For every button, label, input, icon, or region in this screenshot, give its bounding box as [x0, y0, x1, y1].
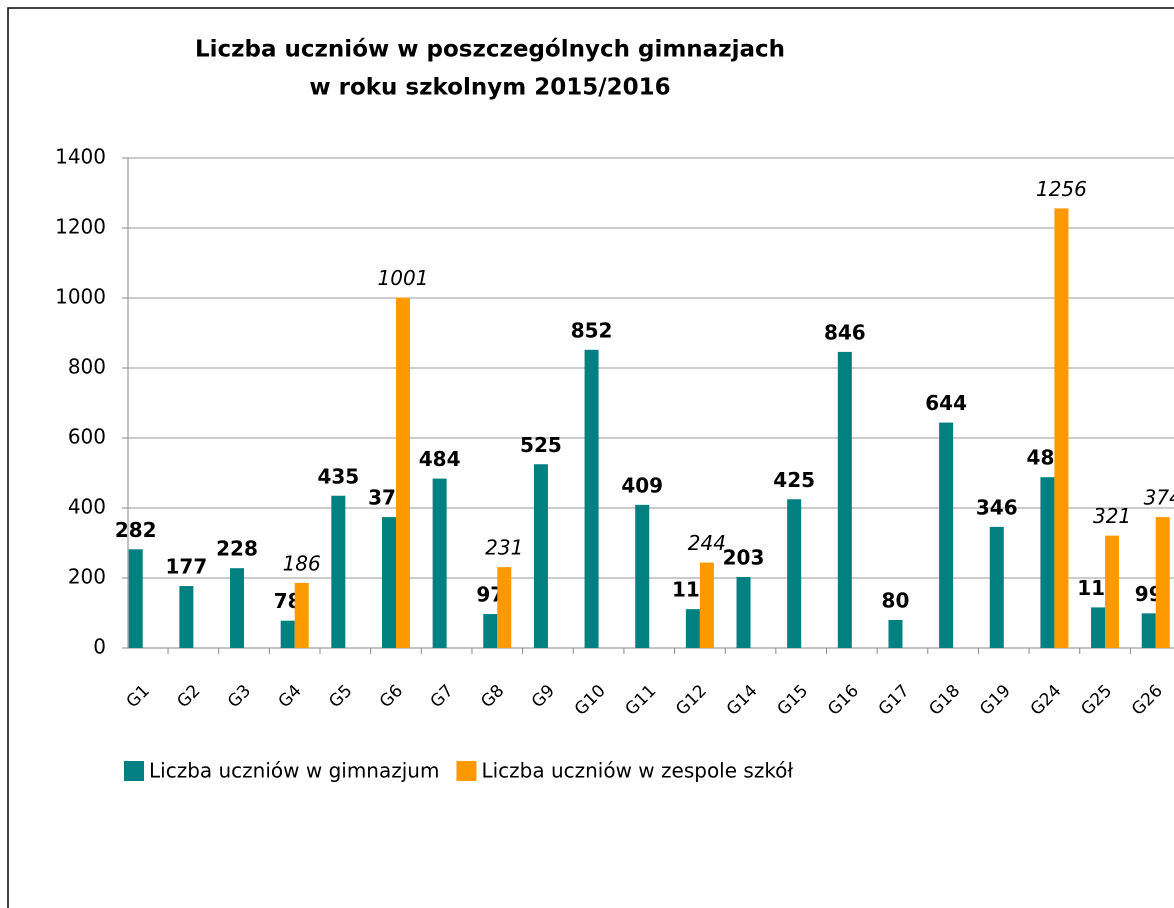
data-label: 525 [520, 433, 562, 457]
data-label: 231 [485, 536, 523, 560]
y-tick-label: 1400 [55, 145, 106, 169]
data-label: 80 [882, 589, 910, 613]
bar [280, 620, 295, 648]
bar [699, 562, 714, 648]
bar [787, 499, 802, 648]
bar [395, 297, 410, 648]
bar [432, 478, 447, 648]
bar [294, 582, 309, 648]
bar [1040, 477, 1055, 648]
bar [331, 495, 346, 648]
legend-label: Liczba uczniów w gimnazjum [149, 759, 439, 783]
data-label: 346 [976, 495, 1018, 519]
chart-title: w roku szkolnym 2015/2016 [309, 75, 670, 101]
data-label: 177 [166, 555, 208, 579]
data-label: 374 [1144, 486, 1174, 510]
bar [128, 549, 143, 648]
data-label: 244 [688, 531, 726, 555]
bar [230, 568, 245, 648]
bar [736, 576, 751, 648]
data-label: 484 [419, 447, 461, 471]
bar [1091, 607, 1106, 648]
y-tick-label: 0 [93, 635, 106, 659]
data-label: 186 [283, 551, 321, 575]
data-label: 203 [723, 545, 765, 569]
bar [1105, 535, 1120, 648]
data-label: 846 [824, 320, 866, 344]
bar [584, 349, 599, 648]
bar [1054, 208, 1069, 648]
bar [483, 614, 498, 648]
data-label: 1256 [1036, 177, 1087, 201]
bar [888, 620, 903, 648]
chart-title: Liczba uczniów w poszczególnych gimnazja… [195, 37, 785, 63]
data-label: 228 [216, 537, 258, 561]
data-label: 644 [925, 391, 967, 415]
data-label: 435 [317, 464, 359, 488]
data-label: 321 [1093, 504, 1131, 528]
y-tick-label: 400 [68, 495, 106, 519]
data-label: 425 [773, 468, 815, 492]
data-label: 282 [115, 518, 157, 542]
bar [1155, 517, 1170, 648]
y-tick-label: 200 [68, 565, 106, 589]
bar [989, 526, 1004, 648]
bar [533, 464, 548, 648]
bar [685, 609, 700, 648]
bar [179, 586, 194, 648]
data-label: 852 [571, 318, 613, 342]
bar [1141, 613, 1156, 648]
bar [497, 567, 512, 648]
bar [381, 517, 396, 648]
legend-swatch [124, 761, 144, 781]
data-label: 409 [621, 473, 663, 497]
legend-label: Liczba uczniów w zespole szkół [481, 759, 793, 783]
bar [635, 504, 650, 648]
y-tick-label: 600 [68, 425, 106, 449]
y-tick-label: 800 [68, 355, 106, 379]
y-tick-label: 1200 [55, 215, 106, 239]
bar [837, 351, 852, 648]
legend-swatch [456, 761, 477, 781]
data-label: 1001 [378, 266, 429, 290]
y-tick-label: 1000 [55, 285, 106, 309]
bar [939, 422, 954, 648]
